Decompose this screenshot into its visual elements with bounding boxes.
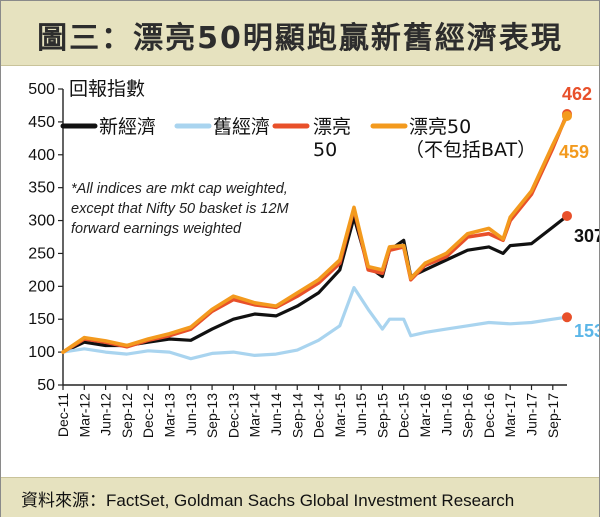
series-line-0 (61, 214, 569, 354)
y-tick-label: 200 (28, 278, 55, 295)
x-tick-label: Sep-12 (119, 393, 135, 438)
y-tick-label: 100 (28, 344, 55, 361)
y-tick-label: 350 (28, 180, 55, 197)
series-line-3 (61, 114, 569, 354)
y-tick-label: 50 (37, 377, 55, 394)
chart-note: *All indices are mkt cap weighted, excep… (71, 181, 290, 237)
legend-label-new-economy: 新經濟 (99, 116, 156, 138)
note-line-2: except that Nifty 50 basket is 12M (71, 201, 290, 217)
legend-label-nifty-50-ex-bat-line1: 漂亮50 (409, 116, 471, 138)
x-tick-label: Sep-17 (545, 393, 561, 438)
x-tick-label: Jun-16 (438, 393, 454, 436)
series-line-1 (61, 286, 569, 361)
chart-end-markers: 307 153 462 459 (559, 84, 599, 341)
x-tick-label: Sep-14 (289, 393, 305, 438)
chart-title: 圖三：漂亮50明顯跑贏新舊經濟表現 (37, 21, 563, 56)
x-tick-label: Mar-15 (332, 393, 348, 438)
y-tick-label: 500 (28, 81, 55, 98)
source-text: 資料來源：FactSet, Goldman Sachs Global Inves… (21, 491, 515, 510)
x-tick-label: Jun-12 (98, 393, 114, 436)
x-tick-label: Sep-15 (374, 393, 390, 438)
chart-axes: 50 100 150 200 250 300 350 400 450 500 Dec-11 Mar-1… (28, 81, 567, 438)
legend-label-nifty-50-line2: 50 (313, 139, 337, 161)
x-tick-label: Mar-13 (161, 393, 177, 438)
line-chart: 50 100 150 200 250 300 350 400 450 500 Dec-11 Mar-1… (28, 78, 599, 438)
chart-series (61, 112, 569, 361)
x-tick-label: Mar-16 (417, 393, 433, 438)
end-value-label-3: 459 (559, 142, 589, 162)
x-tick-label: Dec-14 (311, 393, 327, 438)
legend-label-nifty-50-ex-bat-line2: （不包括BAT） (405, 139, 536, 161)
x-tick-label: Jun-15 (353, 393, 369, 436)
x-tick-label: Jun-17 (524, 393, 540, 436)
x-tick-label: Dec-13 (225, 393, 241, 438)
y-tick-label: 300 (28, 213, 55, 230)
y-axis-label: 回報指數 (69, 78, 145, 100)
source-footer: 資料來源：FactSet, Goldman Sachs Global Inves… (1, 477, 599, 517)
y-tick-label: 250 (28, 245, 55, 262)
legend-label-old-economy: 舊經濟 (213, 116, 270, 138)
x-tick-label: Sep-16 (460, 393, 476, 438)
x-tick-label: Dec-15 (396, 393, 412, 438)
x-tick-label: Dec-12 (140, 393, 156, 438)
x-tick-label: Dec-16 (481, 393, 497, 438)
end-value-label-1: 153 (574, 321, 599, 341)
note-line-3: forward earnings weighted (71, 221, 242, 237)
chart-legend: 新經濟 舊經濟 漂亮 50 漂亮50 （不包括BAT） (60, 116, 536, 161)
x-tick-label: Mar-12 (76, 393, 92, 438)
x-tick-label: Mar-17 (502, 393, 518, 438)
note-line-1: *All indices are mkt cap weighted, (71, 181, 288, 197)
end-point-0 (562, 210, 572, 221)
x-tick-label: Dec-11 (55, 393, 71, 437)
y-tick-label: 450 (28, 114, 55, 131)
x-tick-label: Sep-13 (204, 393, 220, 438)
x-tick-label: Jun-13 (183, 393, 199, 436)
end-point-1 (562, 312, 572, 323)
y-tick-label: 150 (28, 311, 55, 328)
title-bar: 圖三：漂亮50明顯跑贏新舊經濟表現 (1, 1, 599, 66)
end-value-label-0: 307 (574, 226, 599, 246)
legend-label-nifty-50-line1: 漂亮 (313, 116, 351, 138)
y-tick-label: 400 (28, 147, 55, 164)
end-point-3 (562, 110, 572, 121)
end-value-label-2: 462 (562, 84, 592, 104)
x-tick-label: Jun-14 (268, 393, 284, 436)
x-tick-label: Mar-14 (247, 393, 263, 438)
